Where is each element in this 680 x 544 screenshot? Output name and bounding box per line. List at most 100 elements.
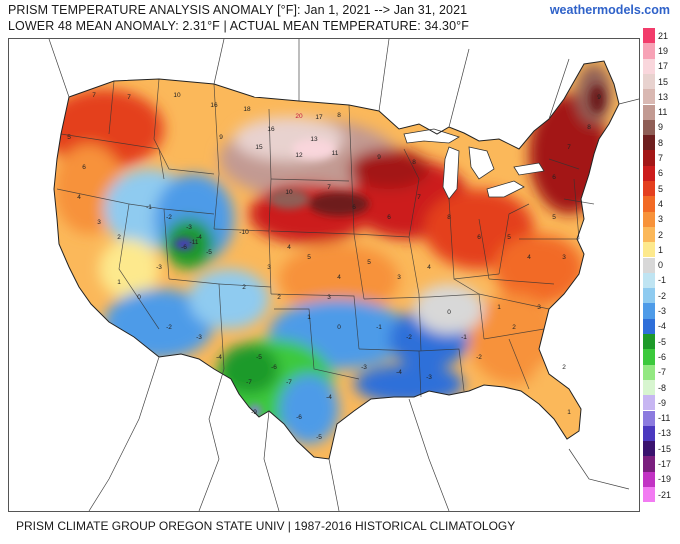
anomaly-value-label: -7 [286,379,292,386]
anomaly-value-label: 3 [327,294,331,301]
legend-label: -8 [658,382,667,393]
brand-link[interactable]: weathermodels.com [549,3,670,17]
legend-item: -4 [641,318,679,334]
legend-swatch [643,242,655,258]
anomaly-value-label: -11 [190,239,199,246]
anomaly-value-label: 0 [447,309,451,316]
anomaly-value-label: 2 [562,364,566,371]
legend-swatch [643,28,655,44]
great-lakes [403,128,545,200]
legend-label: -5 [658,336,667,347]
anomaly-value-label: 17 [315,114,323,121]
anomaly-value-label: 4 [287,244,291,251]
legend-swatch [643,104,655,120]
anomaly-value-label: 2 [242,284,246,291]
legend-label: -3 [658,306,667,317]
legend-swatch [643,487,655,503]
legend-swatch [643,119,655,136]
anomaly-value-label: 8 [587,124,591,131]
legend-item: -8 [641,379,679,396]
legend-item: -11 [641,410,679,426]
legend-label: 1 [658,244,664,255]
legend-swatch [643,349,655,365]
anomaly-value-label: 16 [267,126,275,133]
anomaly-value-label: 5 [67,134,71,141]
legend-swatch [643,181,655,197]
legend-swatch [643,211,655,227]
anomaly-value-label: 6 [82,164,86,171]
anomaly-value-label: -2 [406,334,412,341]
legend-item: 0 [641,257,679,273]
anomaly-value-label: 20 [295,113,303,120]
anomaly-value-label: 9 [219,134,223,141]
anomaly-value-label: 2 [512,324,516,331]
legend-swatch [643,410,655,426]
anomaly-value-label: 4 [527,254,531,261]
legend-swatch [643,441,655,457]
legend-label: 17 [658,61,669,72]
anomaly-value-label: 3 [397,274,401,281]
anomaly-value-label: 8 [337,112,341,119]
legend-swatch [643,364,655,380]
color-legend: 21 19 17 15 13 11 9 8 7 6 5 4 3 2 1 0 -1 -2 -3 -4 -5 -6 -7 -8 -9… [641,28,679,514]
anomaly-value-label: 4 [77,194,81,201]
anomaly-value-label: -3 [361,364,367,371]
anomaly-value-label: 7 [417,194,421,201]
anomaly-value-label: 1 [567,409,571,416]
anomaly-value-label: 5 [367,259,371,266]
legend-swatch [643,226,655,243]
anomaly-value-label: -4 [196,234,202,241]
legend-item: 19 [641,43,679,59]
anomaly-value-label: 7 [92,92,96,99]
legend-item: 11 [641,104,679,120]
anomaly-value-label: -6 [296,414,302,421]
legend-swatch [643,395,655,411]
legend-item: 21 [641,28,679,44]
legend-label: -6 [658,351,667,362]
legend-item: 5 [641,181,679,197]
legend-label: 8 [658,137,664,148]
anomaly-value-label: -6 [181,244,187,251]
anomaly-value-label: -7 [246,379,252,386]
anomaly-value-label: 2 [277,294,281,301]
legend-label: 6 [658,168,664,179]
legend-label: -1 [658,275,667,286]
anomaly-value-label: -2 [166,214,172,221]
legend-item: 3 [641,211,679,227]
legend-label: 7 [658,153,664,164]
anomaly-value-label: 7 [327,184,331,191]
anomaly-value-label: 12 [295,152,303,159]
legend-label: -4 [658,321,667,332]
legend-label: 13 [658,91,669,102]
anomaly-value-label: -5 [256,354,262,361]
legend-label: -9 [658,397,667,408]
anomaly-value-label: 5 [552,214,556,221]
legend-label: 2 [658,229,664,240]
anomaly-value-label: -3 [186,224,192,231]
anomaly-value-label: -1 [461,334,467,341]
us-outline [53,60,620,460]
legend-item: -2 [641,288,679,304]
anomaly-value-label: -1 [146,204,152,211]
anomaly-value-label: 1 [117,279,121,286]
anomaly-value-label: 0 [337,324,341,331]
legend-swatch [643,334,655,350]
legend-swatch [643,379,655,396]
legend-label: 5 [658,183,664,194]
legend-item: 17 [641,58,679,74]
legend-label: -13 [658,428,672,439]
anomaly-value-label: 7 [567,144,571,151]
anomaly-value-label: -3 [156,264,162,271]
anomaly-value-label: 8 [447,214,451,221]
legend-label: -19 [658,474,672,485]
international-borders [48,39,639,511]
anomaly-value-label: -4 [216,354,222,361]
anomaly-value-label: 13 [310,136,318,143]
anomaly-value-label: 3 [267,264,271,271]
legend-label: 4 [658,198,664,209]
legend-item: 4 [641,196,679,212]
legend-label: -21 [658,489,672,500]
map-subtitle: LOWER 48 MEAN ANOMALY: 2.31°F | ACTUAL M… [8,19,469,33]
